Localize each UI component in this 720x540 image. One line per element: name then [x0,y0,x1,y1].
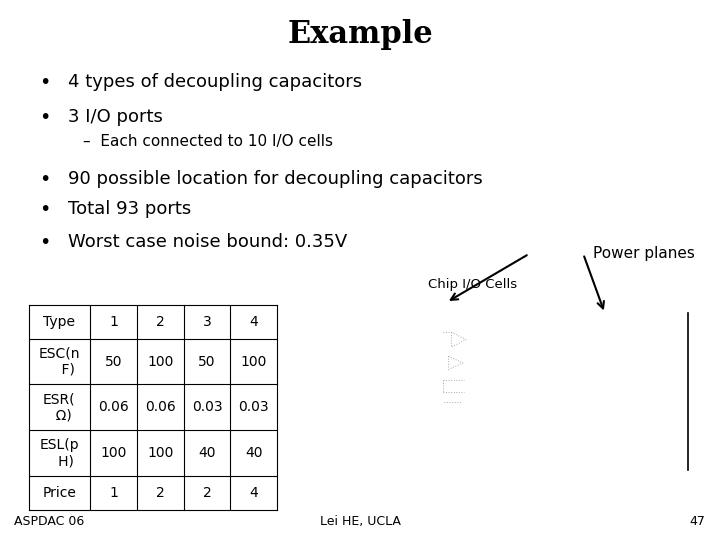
Text: 40: 40 [245,447,263,460]
Text: ASPDAC 06: ASPDAC 06 [14,515,85,528]
Text: •: • [40,170,51,189]
Text: –  Each connected to 10 I/O cells: – Each connected to 10 I/O cells [83,134,333,149]
Text: 90 possible location for decoupling capacitors: 90 possible location for decoupling capa… [68,170,483,188]
Text: 2: 2 [156,486,165,500]
Text: ESL(p
   H): ESL(p H) [40,438,79,468]
Text: •: • [40,73,51,92]
Text: 40: 40 [198,447,216,460]
Text: 3 I/O ports: 3 I/O ports [68,108,163,126]
Text: Lei HE, UCLA: Lei HE, UCLA [320,515,400,528]
Text: ESR(
  Ω): ESR( Ω) [43,393,76,422]
Text: 50: 50 [198,355,216,368]
Text: Type: Type [43,315,76,329]
Text: Total 93 ports: Total 93 ports [68,200,192,218]
Text: 47: 47 [690,515,706,528]
Text: Power planes: Power planes [593,246,696,261]
Text: Price: Price [42,486,76,500]
Text: 2: 2 [156,315,165,329]
Text: 4 types of decoupling capacitors: 4 types of decoupling capacitors [68,73,363,91]
Text: 2: 2 [202,486,212,500]
Text: 100: 100 [100,447,127,460]
Text: 100: 100 [147,447,174,460]
Text: ESC(n
    F): ESC(n F) [39,347,80,376]
Text: 0.03: 0.03 [238,401,269,414]
Text: Example: Example [287,19,433,50]
Text: 1: 1 [109,486,118,500]
Text: 4: 4 [249,486,258,500]
Text: 4: 4 [249,315,258,329]
Text: •: • [40,108,51,127]
Text: 50: 50 [104,355,122,368]
Text: 0.06: 0.06 [98,401,129,414]
Text: 3: 3 [202,315,212,329]
Text: 100: 100 [240,355,267,368]
Text: •: • [40,200,51,219]
Text: •: • [40,233,51,252]
Text: Worst case noise bound: 0.35V: Worst case noise bound: 0.35V [68,233,348,251]
Text: 0.03: 0.03 [192,401,222,414]
Text: 0.06: 0.06 [145,401,176,414]
Text: Chip I/O Cells: Chip I/O Cells [428,278,518,291]
Text: 100: 100 [147,355,174,368]
Text: 1: 1 [109,315,118,329]
